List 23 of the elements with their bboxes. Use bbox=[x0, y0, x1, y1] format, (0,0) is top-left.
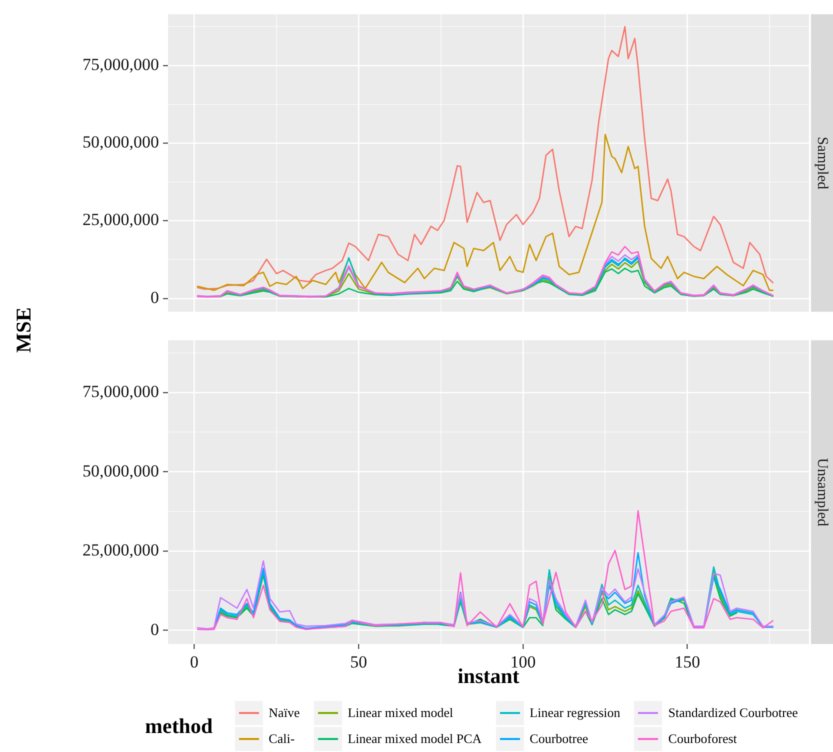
legend-label: Courbotree bbox=[530, 731, 588, 747]
y-tick-label: 50,000,000 bbox=[82, 132, 159, 152]
legend-label: Naïve bbox=[268, 705, 300, 721]
text: Unsampled bbox=[814, 458, 830, 527]
y-axis-title: MSE bbox=[12, 307, 36, 353]
legend-label: Linear mixed model PCA bbox=[348, 731, 482, 747]
text: Sampled bbox=[814, 136, 830, 190]
y-tick-label: 25,000,000 bbox=[82, 540, 159, 560]
legend-label: Cali- bbox=[268, 731, 295, 747]
y-tick-label: 75,000,000 bbox=[82, 54, 159, 74]
legend-title: method bbox=[145, 714, 213, 738]
x-tick-label: 150 bbox=[674, 652, 700, 672]
y-tick-label: 75,000,000 bbox=[82, 382, 159, 401]
y-tick-label: 50,000,000 bbox=[82, 461, 159, 480]
legend-label: Linear mixed model bbox=[348, 705, 454, 721]
y-tick-label: 0 bbox=[150, 620, 159, 639]
legend-label: Linear regression bbox=[530, 705, 620, 721]
y-tick-label: 25,000,000 bbox=[82, 210, 159, 230]
legend-label: Courboforest bbox=[668, 731, 737, 747]
y-tick-label: 0 bbox=[150, 288, 159, 307]
legend-label: Standardized Courbotree bbox=[668, 705, 798, 721]
x-tick-label: 50 bbox=[350, 652, 368, 672]
x-tick-label: 0 bbox=[190, 652, 199, 672]
